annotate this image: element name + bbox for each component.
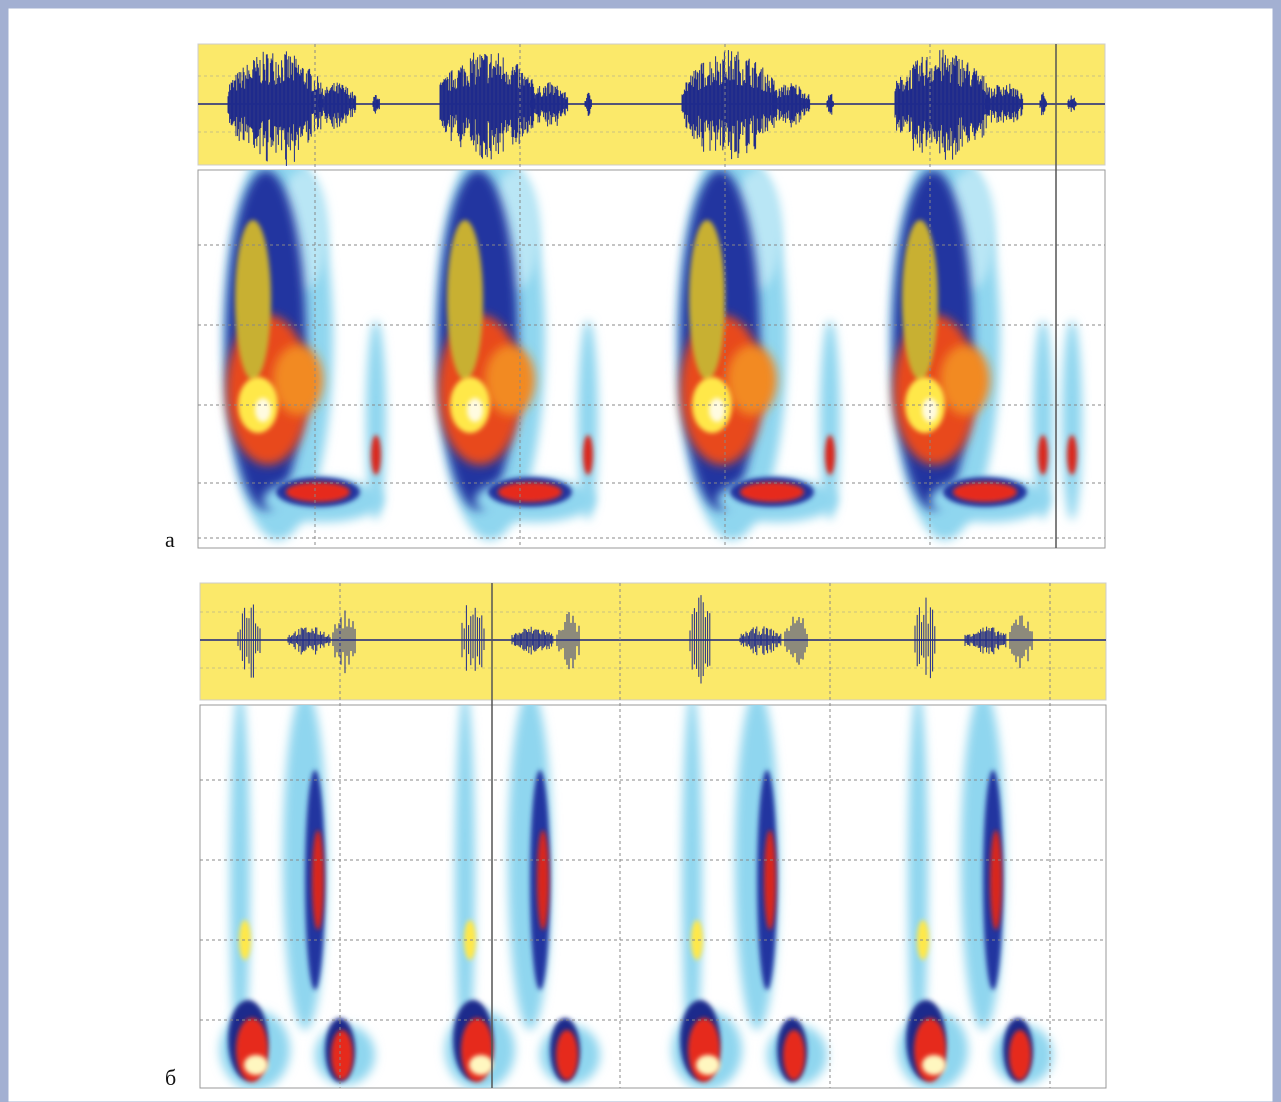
spectral-blob <box>286 482 350 502</box>
spectral-blob <box>583 435 593 475</box>
panel-label: б <box>165 1065 176 1090</box>
figure: а б <box>0 0 1281 1102</box>
spectral-blob <box>783 1030 805 1080</box>
spectral-blob <box>537 830 549 930</box>
spectral-blob <box>498 482 562 502</box>
spectral-blob <box>1038 435 1048 475</box>
spectral-blob <box>1067 435 1077 475</box>
spectral-blob <box>578 320 598 520</box>
spectral-blob <box>990 830 1002 930</box>
spectral-blob <box>235 220 271 380</box>
spectral-blob <box>689 220 725 380</box>
panel-label: а <box>165 527 175 552</box>
spectral-blob <box>820 320 840 520</box>
spectral-blob <box>467 398 483 422</box>
spectral-blob <box>312 830 324 930</box>
spectral-blob <box>940 345 990 415</box>
spectral-blob <box>556 1030 578 1080</box>
spectral-blob <box>244 1055 268 1075</box>
spectral-blob <box>371 435 381 475</box>
spectral-blob <box>1009 1030 1031 1080</box>
spectral-blob <box>447 220 483 380</box>
spectral-blob <box>696 1055 720 1075</box>
spectral-blob <box>255 398 271 422</box>
page: а б (() => { const data = JSON.parse(doc… <box>0 0 1281 1102</box>
spectral-blob <box>825 435 835 475</box>
spectral-blob <box>764 830 776 930</box>
spectral-blob <box>1033 320 1053 520</box>
spectral-blob <box>953 482 1017 502</box>
spectral-blob <box>469 1055 493 1075</box>
spectral-blob <box>331 1030 353 1080</box>
spectral-blob <box>922 1055 946 1075</box>
spectral-blob <box>366 320 386 520</box>
spectral-blob <box>902 220 938 380</box>
spectral-blob <box>1062 320 1082 520</box>
spectral-blob <box>740 482 804 502</box>
spectral-blob <box>709 398 725 422</box>
